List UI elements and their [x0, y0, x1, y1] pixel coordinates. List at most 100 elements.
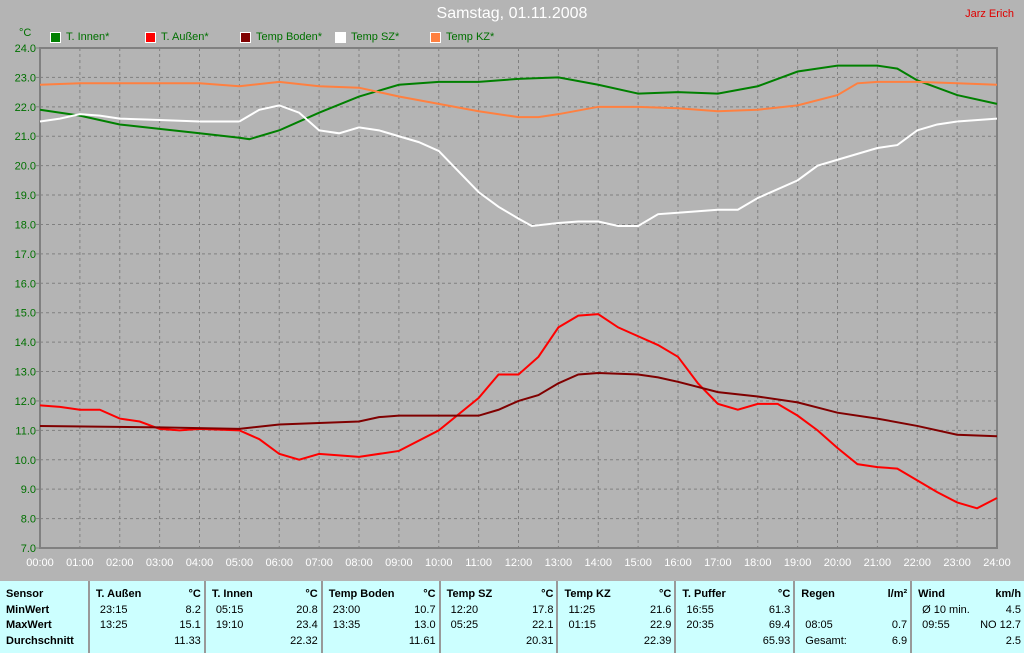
x-tick-label: 19:00: [784, 557, 812, 569]
cell-time: [212, 634, 216, 650]
cell-value: 10.7: [414, 603, 436, 616]
x-tick-label: 12:00: [505, 557, 533, 569]
cell-time: [918, 634, 922, 650]
column-unit: °C: [423, 588, 436, 600]
x-tick-label: 06:00: [265, 557, 293, 569]
cell-time: 11:25: [568, 603, 596, 616]
cell-time: 12:20: [450, 603, 479, 616]
cell-value: 69.4: [768, 619, 791, 631]
stats-column: Temp KZ °C 11:25 21.6 01:15 22.9 22.39: [558, 581, 677, 653]
y-tick-label: 10.0: [15, 455, 36, 467]
x-tick-label: 14:00: [584, 557, 612, 569]
row-labels-column: Sensor MinWert MaxWert Durchschnitt: [0, 581, 90, 653]
column-header: Regen: [801, 588, 835, 600]
y-tick-label: 8.0: [21, 514, 36, 526]
row-label: MaxWert: [6, 619, 52, 631]
cell-time: [329, 634, 333, 650]
y-tick-label: 9.0: [21, 484, 36, 496]
series-line-4: [39, 80, 998, 119]
cell-value: 22.9: [649, 619, 672, 631]
legend-swatch: [50, 31, 61, 43]
cell-time: 19:10: [215, 619, 244, 631]
stats-table: Sensor MinWert MaxWert Durchschnitt T. Außen…: [0, 581, 1024, 653]
cell-time: 23:00: [332, 603, 361, 616]
cell-value: 22.32: [290, 634, 318, 647]
legend-swatch: [335, 31, 346, 43]
cell-time: 16:55: [686, 603, 714, 616]
chart-title: Samstag, 01.11.2008: [436, 5, 588, 22]
series-line-2: [39, 371, 998, 438]
stats-column: T. Außen °C 23:15 8.2 13:25 15.1 11.33: [90, 581, 206, 653]
x-tick-label: 01:00: [66, 557, 94, 569]
x-tick-label: 18:00: [744, 557, 772, 569]
column-unit: °C: [777, 588, 791, 600]
column-header: Temp Boden: [328, 588, 395, 600]
legend-item: Temp SZ*: [335, 31, 430, 43]
cell-time: 13:35: [332, 619, 361, 631]
cell-value: 20.31: [525, 634, 554, 647]
legend-label: Temp KZ*: [446, 31, 495, 43]
y-tick-label: 21.0: [15, 131, 36, 143]
cell-value: 22.1: [532, 619, 554, 631]
series-line-1: [39, 313, 998, 510]
cell-time: [447, 634, 451, 650]
y-tick-label: 18.0: [15, 219, 36, 231]
cell-time: [564, 634, 568, 650]
y-tick-label: 16.0: [15, 278, 36, 290]
column-unit: °C: [188, 588, 201, 600]
legend-label: Temp Boden*: [256, 31, 323, 43]
cell-value: 21.6: [649, 603, 672, 616]
series-line-0: [39, 64, 998, 141]
column-unit: km/h: [995, 588, 1022, 600]
cell-time: 13:25: [99, 619, 128, 631]
cell-value: 61.3: [768, 603, 791, 616]
x-tick-label: 20:00: [824, 557, 852, 569]
stats-column: Wind km/h Ø 10 min. 4.5 09:55 NO 12.7 2.5: [912, 581, 1024, 653]
cell-value: 4.5: [1005, 603, 1022, 616]
legend-item: T. Außen*: [145, 31, 240, 43]
cell-time: 08:05: [805, 619, 833, 631]
column-header: T. Innen: [211, 588, 253, 600]
column-header: Temp SZ: [446, 588, 493, 600]
stats-column: T. Innen °C 05:15 20.8 19:10 23.4 22.32: [206, 581, 323, 653]
cell-value: 13.0: [414, 619, 436, 631]
cell-time: Gesamt:: [805, 634, 847, 647]
column-header: T. Puffer: [682, 588, 726, 600]
cell-value: 8.2: [185, 603, 201, 616]
legend-item: Temp KZ*: [430, 31, 525, 43]
x-tick-label: 24:00: [983, 557, 1011, 569]
cell-value: 23.4: [296, 619, 318, 631]
legend-swatch: [240, 31, 251, 43]
author-label: Jarz Erich: [965, 8, 1014, 20]
y-tick-label: 12.0: [15, 396, 36, 408]
x-tick-label: 11:00: [465, 557, 492, 569]
cell-value: 0.7: [891, 619, 908, 631]
cell-value: 22.39: [643, 634, 672, 647]
stats-column: Regen l/m² 08:05 0.7 Gesamt: 6.9: [795, 581, 913, 653]
cell-time: 09:55: [922, 619, 950, 631]
x-tick-label: 10:00: [425, 557, 453, 569]
cell-value: 20.8: [296, 603, 318, 616]
x-tick-label: 08:00: [345, 557, 373, 569]
x-tick-label: 13:00: [545, 557, 573, 569]
column-header: Temp KZ: [564, 588, 611, 600]
x-tick-label: 03:00: [146, 557, 174, 569]
row-label: Sensor: [6, 588, 44, 600]
cell-value: 6.9: [891, 634, 908, 647]
column-header: Wind: [918, 588, 945, 600]
column-header: T. Außen: [95, 588, 142, 600]
x-tick-label: 00:00: [26, 557, 54, 569]
x-tick-label: 21:00: [864, 557, 892, 569]
cell-value: 15.1: [179, 619, 201, 631]
column-unit: l/m²: [887, 588, 908, 600]
cell-time: 23:15: [99, 603, 128, 616]
temperature-chart: 24.0 23.0 22.0 21.0 20.0 19.0 18.0 17.0 16.0 15.0…: [15, 43, 1011, 569]
legend-swatch: [430, 31, 441, 43]
y-tick-label: 20.0: [15, 161, 36, 173]
stats-column: Temp SZ °C 12:20 17.8 05:25 22.1 20.31: [441, 581, 559, 653]
y-tick-label: 19.0: [15, 190, 36, 202]
x-tick-label: 02:00: [106, 557, 134, 569]
y-tick-label: 14.0: [15, 337, 36, 349]
y-tick-label: 23.0: [15, 72, 36, 84]
series-line-3: [39, 104, 998, 227]
